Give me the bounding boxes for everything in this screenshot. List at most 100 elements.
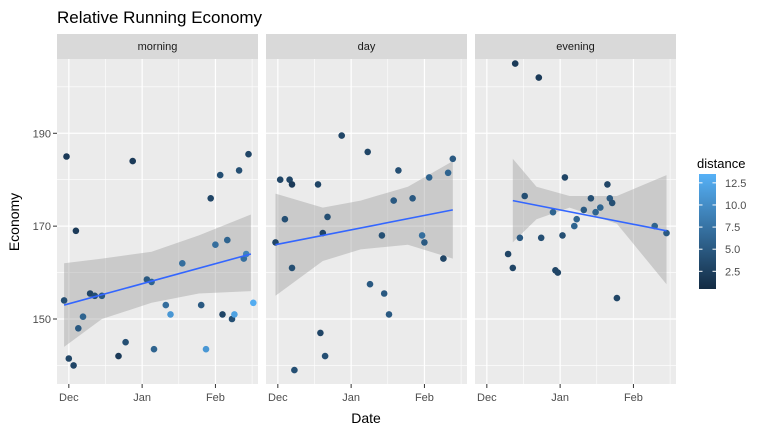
data-point [167, 311, 174, 318]
x-tick-label: Feb [624, 392, 643, 404]
data-point [516, 234, 524, 242]
data-point [385, 311, 393, 318]
strip-label-morning: morning [138, 41, 178, 53]
data-point [380, 290, 388, 297]
x-axis-title: Date [351, 410, 381, 426]
data-point [197, 301, 205, 309]
x-tick-label: Jan [133, 392, 151, 404]
y-tick-label: 190 [33, 128, 51, 140]
data-point [425, 174, 433, 181]
data-point [219, 311, 226, 318]
data-point [580, 206, 588, 214]
data-point [207, 195, 214, 202]
data-point [449, 155, 457, 163]
strip-background [475, 34, 676, 59]
confidence-band [64, 214, 251, 347]
x-tick-label: Jan [342, 392, 360, 404]
facet-day: day Dec Jan Feb [266, 34, 467, 404]
panel-background [57, 59, 258, 384]
data-point [288, 181, 296, 188]
facet-morning: morning Dec Jan Feb [57, 34, 258, 404]
y-axis-title: Economy [6, 193, 22, 251]
data-point [559, 232, 566, 239]
data-point [613, 294, 621, 302]
data-point [314, 181, 322, 188]
x-tick-label: Feb [415, 392, 434, 404]
data-point [115, 352, 122, 360]
data-point [202, 345, 210, 353]
strip-background [57, 34, 258, 59]
legend-tick-label: 10.0 [725, 200, 746, 212]
strip-label-evening: evening [556, 41, 595, 53]
data-point [378, 232, 386, 239]
data-point [72, 227, 80, 235]
x-tick-label: Dec [477, 392, 497, 404]
regression-line [275, 209, 453, 246]
legend-colorbar [699, 174, 716, 289]
data-point [70, 362, 77, 369]
data-point [79, 313, 87, 321]
legend-tick-label: 12.5 [725, 178, 746, 190]
data-point [321, 352, 329, 360]
regression-line [63, 253, 252, 306]
confidence-band [275, 161, 453, 296]
data-point [597, 204, 604, 211]
data-point [250, 299, 257, 307]
confidence-band [512, 158, 667, 285]
legend-title: distance [697, 156, 745, 171]
data-point [179, 260, 186, 267]
data-point [245, 150, 252, 158]
data-point [288, 264, 296, 272]
data-point [537, 234, 545, 242]
chart-title: Relative Running Economy [57, 8, 263, 27]
data-point [549, 208, 557, 216]
data-point [235, 167, 243, 174]
facet-evening: evening Dec Jan Feb [475, 34, 676, 404]
strip-label-day: day [358, 41, 376, 53]
data-point [409, 195, 416, 202]
data-point [60, 297, 68, 304]
data-point [573, 215, 580, 223]
data-point [561, 174, 569, 181]
data-point [212, 241, 219, 248]
data-point [231, 311, 238, 318]
data-point [364, 148, 372, 156]
x-tick-label: Dec [268, 392, 288, 404]
data-point [224, 236, 231, 244]
data-point [608, 199, 616, 207]
data-point [216, 171, 224, 179]
panel-background [266, 59, 467, 384]
data-point [554, 269, 562, 276]
data-point [444, 169, 452, 177]
data-point [604, 181, 611, 188]
distance-legend: distance 2.5 5.0 7.5 10.0 12.5 [697, 156, 746, 289]
data-point [162, 301, 170, 309]
data-point [75, 325, 82, 332]
data-point [65, 355, 73, 362]
data-point [509, 264, 517, 272]
data-point [281, 215, 289, 223]
data-point [663, 229, 670, 237]
data-point [440, 255, 447, 262]
data-point [63, 153, 70, 160]
data-point [535, 74, 543, 81]
legend-tick-label: 7.5 [725, 222, 740, 234]
data-point [317, 329, 324, 337]
y-axis: 150 170 190 [33, 128, 57, 326]
data-point [421, 239, 428, 246]
data-point [276, 176, 284, 183]
data-point [587, 195, 595, 202]
strip-background [266, 34, 467, 59]
legend-tick-label: 2.5 [725, 266, 740, 278]
y-tick-label: 150 [33, 314, 51, 326]
data-point [592, 208, 599, 216]
x-tick-label: Dec [59, 392, 79, 404]
data-point [504, 250, 512, 258]
data-point [150, 345, 158, 353]
regression-line [512, 199, 667, 232]
data-point [338, 132, 346, 139]
y-tick-label: 170 [33, 221, 51, 233]
data-point [571, 222, 578, 230]
x-tick-label: Jan [551, 392, 569, 404]
